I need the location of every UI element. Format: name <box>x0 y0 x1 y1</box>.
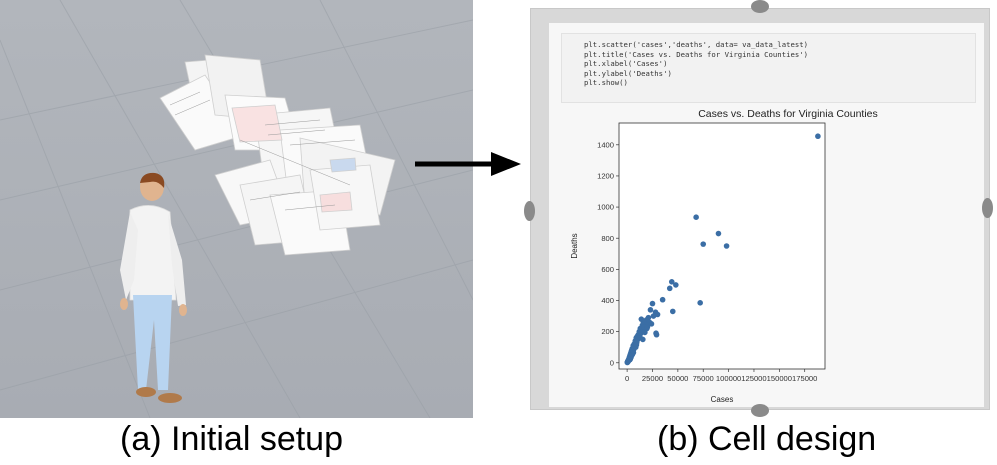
code-line: plt.show() <box>584 78 628 88</box>
scatter-point <box>668 279 675 285</box>
resize-handle-right[interactable] <box>982 198 993 218</box>
scatter-point <box>815 133 821 140</box>
chart-title: Cases vs. Deaths for Virginia Counties <box>698 108 878 120</box>
caption-cell-design: (b) Cell design <box>657 420 877 458</box>
scatter-point <box>640 336 646 343</box>
cell-frame: plt.scatter('cases','deaths', data= va_d… <box>530 8 990 410</box>
scatter-point <box>715 230 722 237</box>
scene-illustration <box>0 0 473 418</box>
scatter-point <box>693 214 699 220</box>
transition-arrow <box>415 152 521 176</box>
caption-initial-setup: (a) Initial setup <box>120 420 343 458</box>
x-tick-label: 25000 <box>642 374 663 383</box>
y-tick-label: 1200 <box>597 172 614 181</box>
floating-cells <box>159 54 396 256</box>
scatter-point <box>666 285 673 292</box>
y-tick-label: 0 <box>610 358 614 367</box>
x-tick-label: 100000 <box>716 374 741 383</box>
scatter-point <box>644 325 650 332</box>
resize-handle-bottom[interactable] <box>751 404 769 417</box>
plot-area <box>618 122 826 370</box>
x-axis-label: Cases <box>711 395 734 404</box>
resize-handle-top[interactable] <box>751 0 769 13</box>
scatter-point <box>673 282 679 288</box>
scatter-point <box>700 241 707 247</box>
code-line: plt.ylabel('Deaths') <box>584 68 672 78</box>
cell-content: plt.scatter('cases','deaths', data= va_d… <box>549 23 984 407</box>
scatter-point <box>697 300 703 306</box>
y-tick-label: 200 <box>601 327 614 336</box>
scatter-point <box>650 313 657 319</box>
initial-setup-scene <box>0 0 473 418</box>
scatter-point <box>633 342 640 348</box>
code-block: plt.scatter('cases','deaths', data= va_d… <box>561 33 976 103</box>
x-tick-label: 50000 <box>667 374 688 383</box>
y-axis-ticks: 0 200 400 600 800 1000 1200 1400 <box>597 140 619 367</box>
user-figure <box>120 172 187 403</box>
x-tick-label: 75000 <box>693 374 714 383</box>
x-axis-ticks: 0 25000 50000 75000 100000 125000 150000 175000 <box>625 369 817 383</box>
scatter-point <box>669 308 676 315</box>
scatter-point <box>653 330 659 336</box>
scatter-plot: Cases vs. Deaths for Virginia Counties 0… <box>570 108 878 404</box>
resize-handle-left[interactable] <box>524 201 535 221</box>
x-tick-label: 150000 <box>767 374 792 383</box>
scatter-point <box>629 352 635 358</box>
x-tick-label: 175000 <box>792 374 817 383</box>
scatter-point <box>647 307 654 313</box>
x-tick-label: 0 <box>625 374 629 383</box>
code-line: plt.title('Cases vs. Deaths for Virginia… <box>584 49 809 59</box>
y-tick-label: 800 <box>601 234 614 243</box>
scatter-point <box>638 316 645 322</box>
y-tick-label: 600 <box>601 265 614 274</box>
scatter-point <box>649 300 656 307</box>
y-tick-label: 1400 <box>597 140 614 149</box>
cell-text-lines <box>169 91 356 211</box>
cell-design-panel: plt.scatter('cases','deaths', data= va_d… <box>524 0 996 417</box>
code-line: plt.xlabel('Cases') <box>584 59 668 69</box>
scatter-point <box>723 243 730 249</box>
scatter-points <box>624 133 821 366</box>
y-axis-label: Deaths <box>570 233 579 258</box>
y-tick-label: 400 <box>601 296 614 305</box>
code-line: plt.scatter('cases','deaths', data= va_d… <box>584 40 809 49</box>
scatter-point <box>659 296 666 303</box>
x-tick-label: 125000 <box>741 374 766 383</box>
scatter-point <box>648 321 655 327</box>
y-tick-label: 1000 <box>597 203 614 212</box>
